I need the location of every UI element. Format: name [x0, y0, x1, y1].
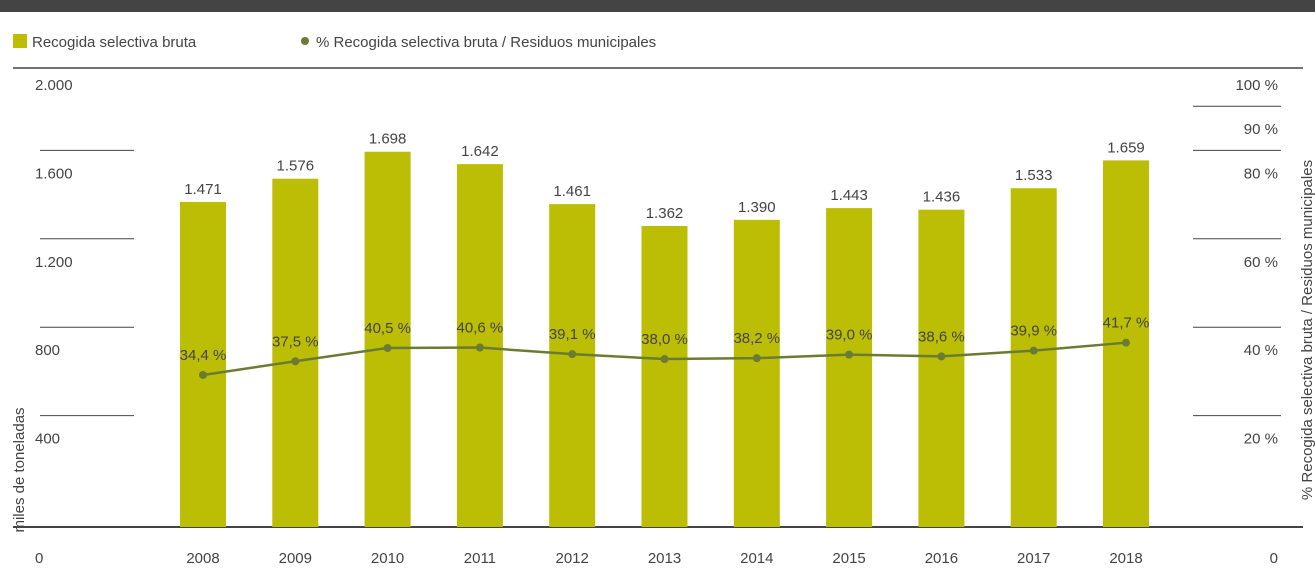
x-tick-label: 2011 [464, 550, 496, 567]
line-point [383, 343, 392, 352]
line-series: 34,4 % 37,5 % 40,5 % 40,6 % 39,1 % 38,0 % 38,2… [180, 315, 1150, 379]
bar-value-label: 1.471 [184, 181, 222, 198]
line-point [291, 357, 300, 366]
bar-2008 [180, 201, 226, 527]
line-value-label: 40,6 % [457, 320, 504, 337]
line-value-label: 39,0 % [826, 327, 873, 344]
right-tick-label: 100 % [1235, 77, 1278, 94]
bar-value-label: 1.642 [461, 143, 499, 160]
line-point [1029, 346, 1038, 355]
right-tick-label: 90 % [1244, 121, 1278, 138]
legend-bar-swatch [13, 34, 27, 48]
bar-value-label: 1.436 [923, 189, 961, 206]
x-tick-label: 2013 [648, 550, 681, 567]
left-tick-label: 1.600 [35, 165, 73, 182]
line-point [752, 354, 761, 363]
x-tick-label: 2014 [740, 550, 773, 567]
line-point [660, 355, 669, 364]
line-value-label: 38,2 % [733, 330, 780, 347]
bar-value-label: 1.533 [1015, 167, 1053, 184]
left-tick-label: 2.000 [35, 77, 73, 94]
bar-value-label: 1.698 [369, 131, 407, 148]
left-tick-label: 1.200 [35, 254, 73, 271]
bar-series: 1.471 1.576 1.698 1.642 1.461 1.362 1.390 1.443… [180, 131, 1149, 528]
x-tick-label: 2015 [832, 550, 865, 567]
bar-value-label: 1.576 [277, 158, 315, 175]
left-axis: 0 400 800 1.200 1.600 2.000 [35, 77, 134, 567]
legend-bar-label: Recogida selectiva bruta [32, 34, 197, 51]
bar-value-label: 1.390 [738, 199, 776, 216]
left-tick-label: 800 [35, 342, 60, 359]
line-value-label: 38,6 % [918, 328, 965, 345]
right-tick-label: 0 [1270, 550, 1278, 567]
x-tick-label: 2017 [1017, 550, 1050, 567]
right-tick-label: 80 % [1244, 165, 1278, 182]
right-tick-label: 60 % [1244, 254, 1278, 271]
line-value-label: 40,5 % [364, 320, 411, 337]
bar-value-label: 1.443 [830, 187, 868, 204]
line-value-label: 41,7 % [1103, 315, 1150, 332]
x-axis: 2008 2009 2010 2011 2012 2013 2014 2015 2016 2017… [186, 550, 1142, 567]
bar-2016 [918, 209, 965, 528]
x-tick-label: 2018 [1109, 550, 1142, 567]
bar-2017 [1010, 188, 1057, 527]
x-tick-label: 2008 [186, 550, 219, 567]
right-tick-label: 20 % [1244, 431, 1278, 448]
x-tick-label: 2012 [556, 550, 589, 567]
right-axis-title: % Recogida selectiva bruta / Residuos mu… [1299, 160, 1315, 500]
legend-line-marker [301, 37, 309, 45]
line-value-label: 37,5 % [272, 333, 319, 350]
legend: Recogida selectiva bruta % Recogida sele… [13, 34, 656, 51]
x-tick-label: 2009 [279, 550, 312, 567]
bar-value-label: 1.461 [553, 183, 591, 200]
line-value-label: 39,1 % [549, 326, 596, 343]
line-value-label: 34,4 % [180, 347, 227, 364]
bar-2009 [272, 178, 319, 528]
x-tick-label: 2010 [371, 550, 404, 567]
line-point [475, 343, 484, 352]
line-point [937, 352, 946, 361]
line-value-label: 39,9 % [1010, 323, 1057, 340]
legend-line-label: % Recogida selectiva bruta / Residuos mu… [316, 34, 656, 51]
bar-2010 [364, 151, 411, 527]
bar-value-label: 1.659 [1107, 139, 1145, 156]
line-point [845, 350, 854, 359]
left-axis-title: miles de toneladas [11, 407, 28, 532]
bar-value-label: 1.362 [646, 205, 684, 222]
bar-2014 [733, 219, 780, 527]
line-point [1122, 338, 1130, 347]
left-tick-label: 0 [35, 550, 43, 567]
right-axis: 0 20 % 40 % 60 % 80 % 90 % 100 % [1193, 77, 1281, 567]
right-tick-label: 40 % [1244, 342, 1278, 359]
line-point [199, 370, 207, 379]
x-tick-label: 2016 [925, 550, 958, 567]
line-value-label: 38,0 % [641, 331, 688, 348]
bar-2013 [641, 225, 688, 528]
left-tick-label: 400 [35, 431, 60, 448]
line-point [568, 350, 577, 359]
bar-2015 [826, 208, 873, 528]
bar-2012 [549, 204, 596, 527]
top-bar [0, 0, 1315, 12]
